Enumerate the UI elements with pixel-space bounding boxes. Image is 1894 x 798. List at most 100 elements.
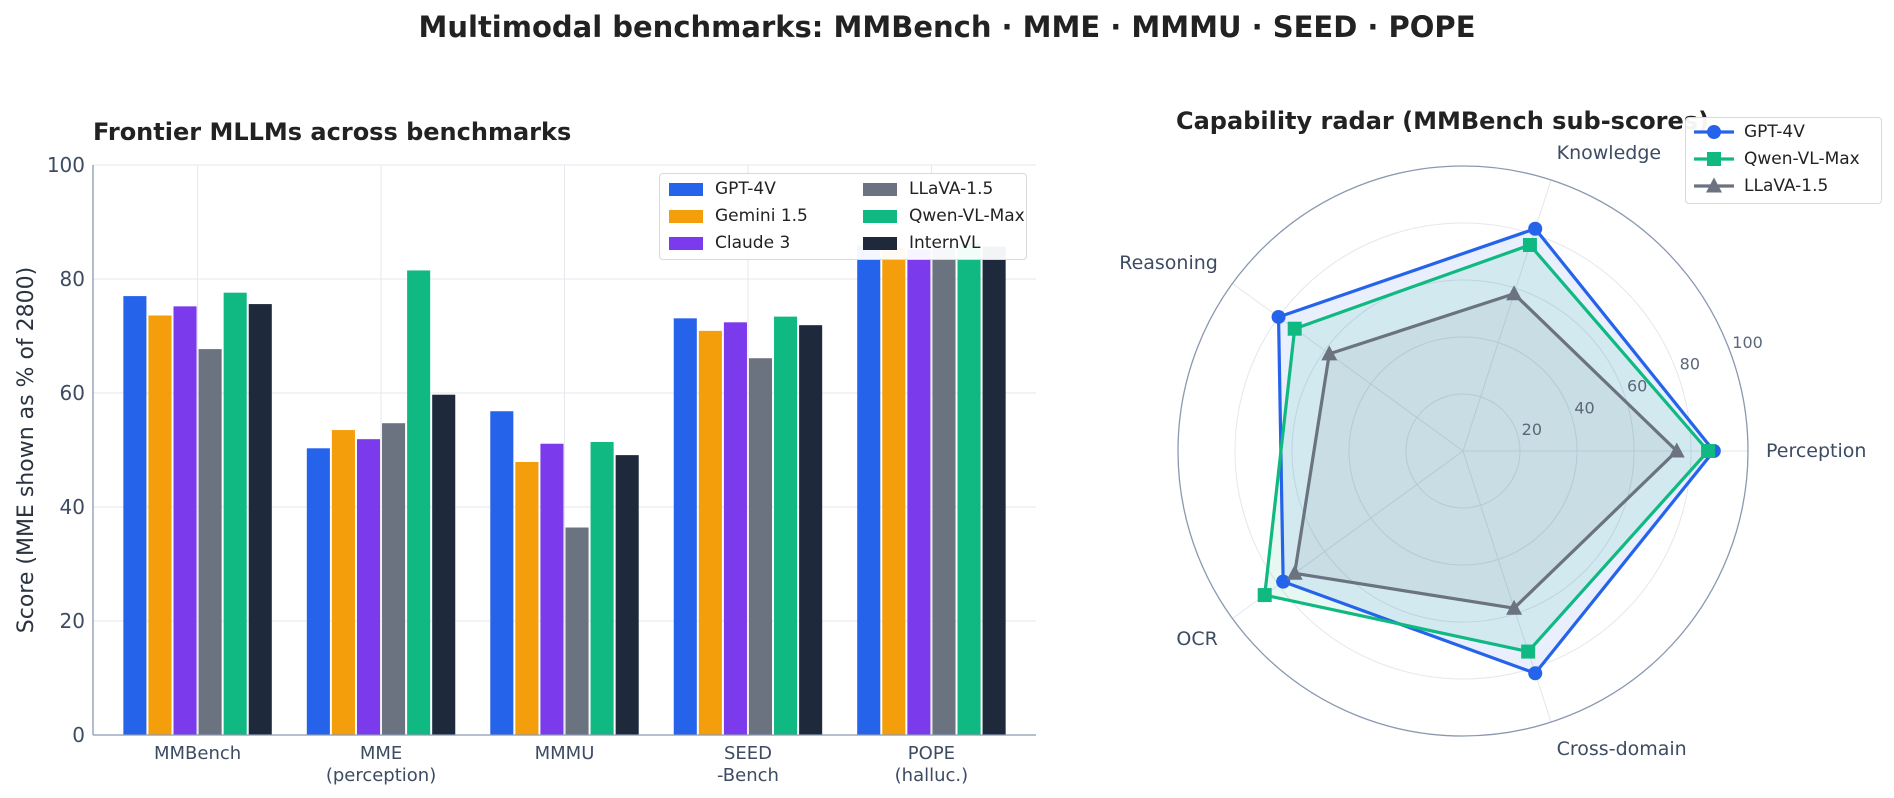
bar-llava-1-5-mme [382,423,406,735]
legend-swatch [863,182,897,196]
legend-item-llava-1-5: LLaVA-1.5 [863,179,993,199]
radar-point-qwen-vl-max [1522,238,1537,253]
legend-swatch [669,209,703,223]
legend-label: GPT-4V [715,179,776,199]
legend-item-gemini-1-5: Gemini 1.5 [669,206,808,226]
radar-point-llava-1-5 [1321,345,1338,361]
legend-item-internvl: InternVL [863,233,980,253]
legend-item-qwen-vl-max: Qwen-VL-Max [863,206,1025,226]
legend-item-gpt-4v: GPT-4V [669,179,776,199]
legend-item-qwen-vl-max: Qwen-VL-Max [1692,149,1860,169]
bar-qwen-vl-max-mme [407,270,431,735]
radar-point-qwen-vl-max [1701,444,1716,458]
radar-line-qwen-vl-max [1263,243,1710,654]
legend-item-claude-3: Claude 3 [669,233,790,253]
radar-fill-gpt-4v [1278,228,1714,674]
bar-internvl-seed [799,325,823,735]
legend-label: LLaVA-1.5 [1744,176,1829,196]
bar-internvl-pope [982,246,1006,735]
bar-llava-1-5-mmbench [198,349,222,735]
radar-fill-llava-1-5 [1294,293,1677,609]
bar-gpt-4v-seed [673,318,697,735]
bar-internvl-mme [432,394,456,735]
bar-chart: 0 20 40 60 80 100 MMBench MME (perception) MMMU SE… [14,118,1036,786]
radar-point-llava-1-5 [1668,442,1685,458]
x-tick-label: SEED -Bench [717,743,779,786]
legend-line-swatch [1694,152,1734,166]
x-tick-label-line: MME [360,743,402,764]
x-tick-label: MMMU [535,743,595,764]
legend-marker [1707,125,1721,139]
bar-gemini-1-5-mmbench [148,315,172,735]
x-tick-label-line: POPE [908,743,955,764]
radar-point-llava-1-5 [1506,599,1523,615]
legend-marker [1706,177,1722,193]
x-tick-label-line: MMBench [154,743,241,764]
bar-llava-1-5-mmmu [565,527,589,735]
bar-claude-3-pope [907,249,931,736]
legend-label: LLaVA-1.5 [909,179,994,199]
legend-line-swatch [1694,125,1734,139]
bar-gpt-4v-pope [857,245,881,735]
radar-spoke [1232,283,1464,452]
legend-line-swatch [1694,177,1734,193]
radar-point-gpt-4v [1528,666,1543,681]
bar-gpt-4v-mmbench [123,296,147,735]
radar-chart-title: Capability radar (MMBench sub-scores) [1176,107,1709,135]
radar-r-tick-label: 20 [1522,420,1542,439]
radar-point-qwen-vl-max [1521,644,1536,659]
bar-gemini-1-5-mme [331,430,355,735]
bar-qwen-vl-max-mmmu [590,442,614,735]
radar-r-tick-label: 100 [1732,333,1763,352]
radar-axis-label-perception: Perception [1766,440,1866,462]
legend-label: GPT-4V [1744,122,1805,142]
radar-point-gpt-4v [1528,221,1543,236]
radar-r-tick-label: 80 [1680,355,1700,374]
bar-llava-1-5-pope [932,245,956,735]
legend-label: InternVL [909,233,981,253]
radar-point-gpt-4v [1276,574,1291,589]
legend-item-llava-1-5: LLaVA-1.5 [1692,176,1828,196]
bar-gpt-4v-mme [306,448,330,735]
legend-label: Qwen-VL-Max [1744,149,1860,169]
bar-gemini-1-5-mmmu [515,461,539,735]
bar-gemini-1-5-seed [698,330,722,735]
bar-llava-1-5-seed [748,358,773,735]
radar-frame [1177,165,1749,737]
legend-swatch [863,236,897,250]
legend-marker [1707,152,1721,166]
bar-qwen-vl-max-pope [957,243,981,735]
radar-axis-label-cross-domain: Cross-domain [1557,738,1687,760]
y-tick-label: 100 [47,153,85,177]
radar-axis-label-reasoning: Reasoning [1119,252,1218,274]
radar-point-gpt-4v [1271,309,1286,324]
x-tick-label-line: MMMU [535,743,595,764]
figure-title: Multimodal benchmarks: MMBench · MME · M… [418,10,1476,44]
radar-axis-label-knowledge: Knowledge [1557,142,1661,164]
radar-fill-qwen-vl-max [1264,245,1709,652]
bar-qwen-vl-max-seed [774,316,798,735]
legend-swatch [669,236,703,250]
bar-gemini-1-5-pope [882,247,906,735]
x-tick-label: MMBench [154,743,241,764]
radar-point-qwen-vl-max [1257,588,1272,603]
bar-claude-3-mmmu [540,443,564,735]
x-tick-label-line: -Bench [717,765,779,786]
bar-claude-3-seed [723,322,747,735]
radar-point-qwen-vl-max [1287,321,1302,336]
bar-qwen-vl-max-mmbench [223,292,247,735]
radar-r-tick-label: 60 [1627,377,1647,396]
x-tick-label: POPE (halluc.) [895,743,969,786]
bar-internvl-mmbench [248,304,272,735]
x-tick-label-line: (halluc.) [895,765,969,786]
bar-chart-legend: GPT-4V Gemini 1.5 Claude 3 LLaVA-1.5 Qwen-VL… [659,173,1027,260]
radar-point-llava-1-5 [1286,564,1303,580]
bar-claude-3-mme [356,439,381,735]
legend-swatch [669,182,703,196]
bar-claude-3-mmbench [173,306,197,735]
radar-r-tick-label: 40 [1574,398,1594,417]
y-tick-label: 40 [60,495,85,519]
radar-chart: 20 40 60 80 100 Perception Knowledge Reasoning O… [1119,107,1866,760]
radar-point-llava-1-5 [1506,285,1523,301]
